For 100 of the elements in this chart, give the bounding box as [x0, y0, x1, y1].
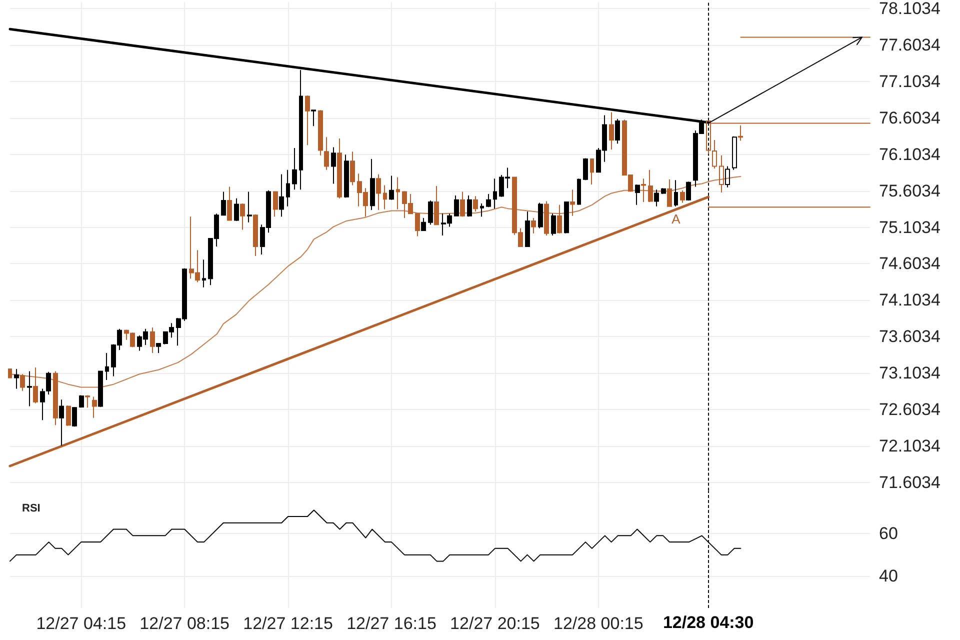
candlestick: [253, 214, 258, 256]
candlestick: [59, 399, 64, 446]
candlestick: [725, 166, 730, 188]
candlestick: [460, 191, 465, 218]
y-tick-label: 75.6034: [879, 181, 940, 200]
candlestick: [202, 259, 206, 288]
candlestick: [654, 189, 659, 207]
candlestick: [376, 174, 381, 211]
y-tick-label: 72.6034: [879, 400, 940, 420]
candlestick: [8, 368, 12, 378]
y-tick-label: 74.6034: [879, 254, 940, 274]
candlestick: [635, 184, 640, 206]
candlestick: [331, 146, 336, 184]
candlestick: [105, 352, 109, 380]
candlestick: [234, 198, 239, 222]
candlestick: [20, 374, 25, 392]
candlestick: [454, 194, 459, 216]
candlestick: [590, 158, 594, 186]
x-tick-label: 12/27 04:15: [36, 614, 126, 633]
candlestick: [66, 404, 71, 426]
candlestick: [27, 370, 32, 407]
candlestick: [279, 174, 284, 218]
candlestick: [337, 138, 342, 199]
candlestick: [79, 394, 84, 408]
candlestick: [493, 178, 497, 210]
candlestick: [383, 184, 387, 210]
x-tick-label: 12/27 16:15: [346, 614, 436, 633]
candlestick: [247, 191, 252, 223]
candlestick: [370, 158, 375, 211]
candlestick: [227, 186, 232, 221]
y-tick-label: 76.1034: [879, 144, 940, 164]
y-tick-label: 71.6034: [879, 473, 940, 492]
candlestick: [680, 190, 685, 204]
candlestick: [292, 148, 297, 190]
candlestick: [467, 194, 472, 218]
candlestick: [480, 202, 484, 218]
ref-line-label: 12/28 04:30: [662, 613, 754, 632]
y-tick-label: 60: [879, 524, 898, 544]
candlestick: [667, 178, 672, 207]
candlestick: [473, 196, 478, 212]
y-tick-label: 40: [879, 566, 898, 586]
candlestick: [486, 193, 491, 208]
candlestick: [85, 394, 90, 408]
candlestick: [221, 191, 226, 216]
candlestick: [311, 110, 316, 127]
candlestick: [33, 367, 38, 404]
candlestick: [92, 396, 97, 418]
y-tick-label: 75.1034: [879, 218, 940, 237]
x-tick-label: 12/27 12:15: [243, 614, 333, 633]
candlestick: [240, 202, 245, 230]
candlestick: [396, 176, 400, 210]
candlestick: [324, 136, 329, 170]
candlestick: [538, 202, 543, 229]
candlestick: [641, 178, 646, 203]
candlestick: [434, 185, 439, 226]
candlestick: [525, 210, 530, 247]
y-tick-label: 73.1034: [879, 364, 940, 383]
candlestick: [286, 169, 290, 207]
y-tick-label: 76.6034: [879, 108, 940, 128]
candlestick: [564, 202, 569, 234]
candlestick: [712, 140, 717, 169]
candlestick: [686, 181, 691, 202]
candlestick: [344, 154, 349, 198]
candlestick: [305, 95, 310, 146]
candlestick: [732, 136, 737, 170]
candlestick: [583, 158, 588, 181]
candlestick: [53, 370, 58, 426]
candlestick: [738, 124, 743, 142]
candlestick: [428, 200, 433, 226]
candlestick: [318, 110, 323, 156]
annotation: A: [672, 211, 681, 226]
candlestick: [570, 189, 575, 216]
candlestick: [150, 326, 155, 354]
candlestick: [674, 180, 678, 207]
candlestick: [415, 213, 420, 237]
candlestick: [14, 368, 19, 390]
text: RSI: [22, 502, 40, 514]
x-tick-label: 12/28 00:15: [554, 614, 644, 633]
candlestick: [98, 370, 103, 408]
candlestick: [156, 342, 161, 354]
candlestick: [551, 213, 556, 236]
x-tick-label: 12/27 20:15: [450, 614, 540, 633]
candlestick: [544, 200, 549, 236]
candlestick: [421, 218, 426, 231]
candlestick: [531, 218, 536, 234]
candlestick: [72, 406, 77, 428]
candlestick: [389, 175, 394, 200]
y-tick-label: 77.6034: [879, 35, 940, 54]
candlestick: [557, 204, 562, 234]
y-tick-label: 74.1034: [879, 290, 940, 310]
candlestick: [661, 188, 666, 194]
y-tick-label: 77.1034: [879, 72, 940, 91]
candlestick: [273, 191, 278, 218]
y-tick-label: 78.1034: [879, 0, 940, 18]
candlestick: [577, 178, 581, 206]
x-tick-label: 12/27 08:15: [140, 614, 230, 633]
y-tick-label: 72.1034: [879, 436, 940, 456]
candlestick: [615, 118, 620, 144]
candlestick: [609, 112, 614, 150]
candlestick: [648, 169, 653, 203]
